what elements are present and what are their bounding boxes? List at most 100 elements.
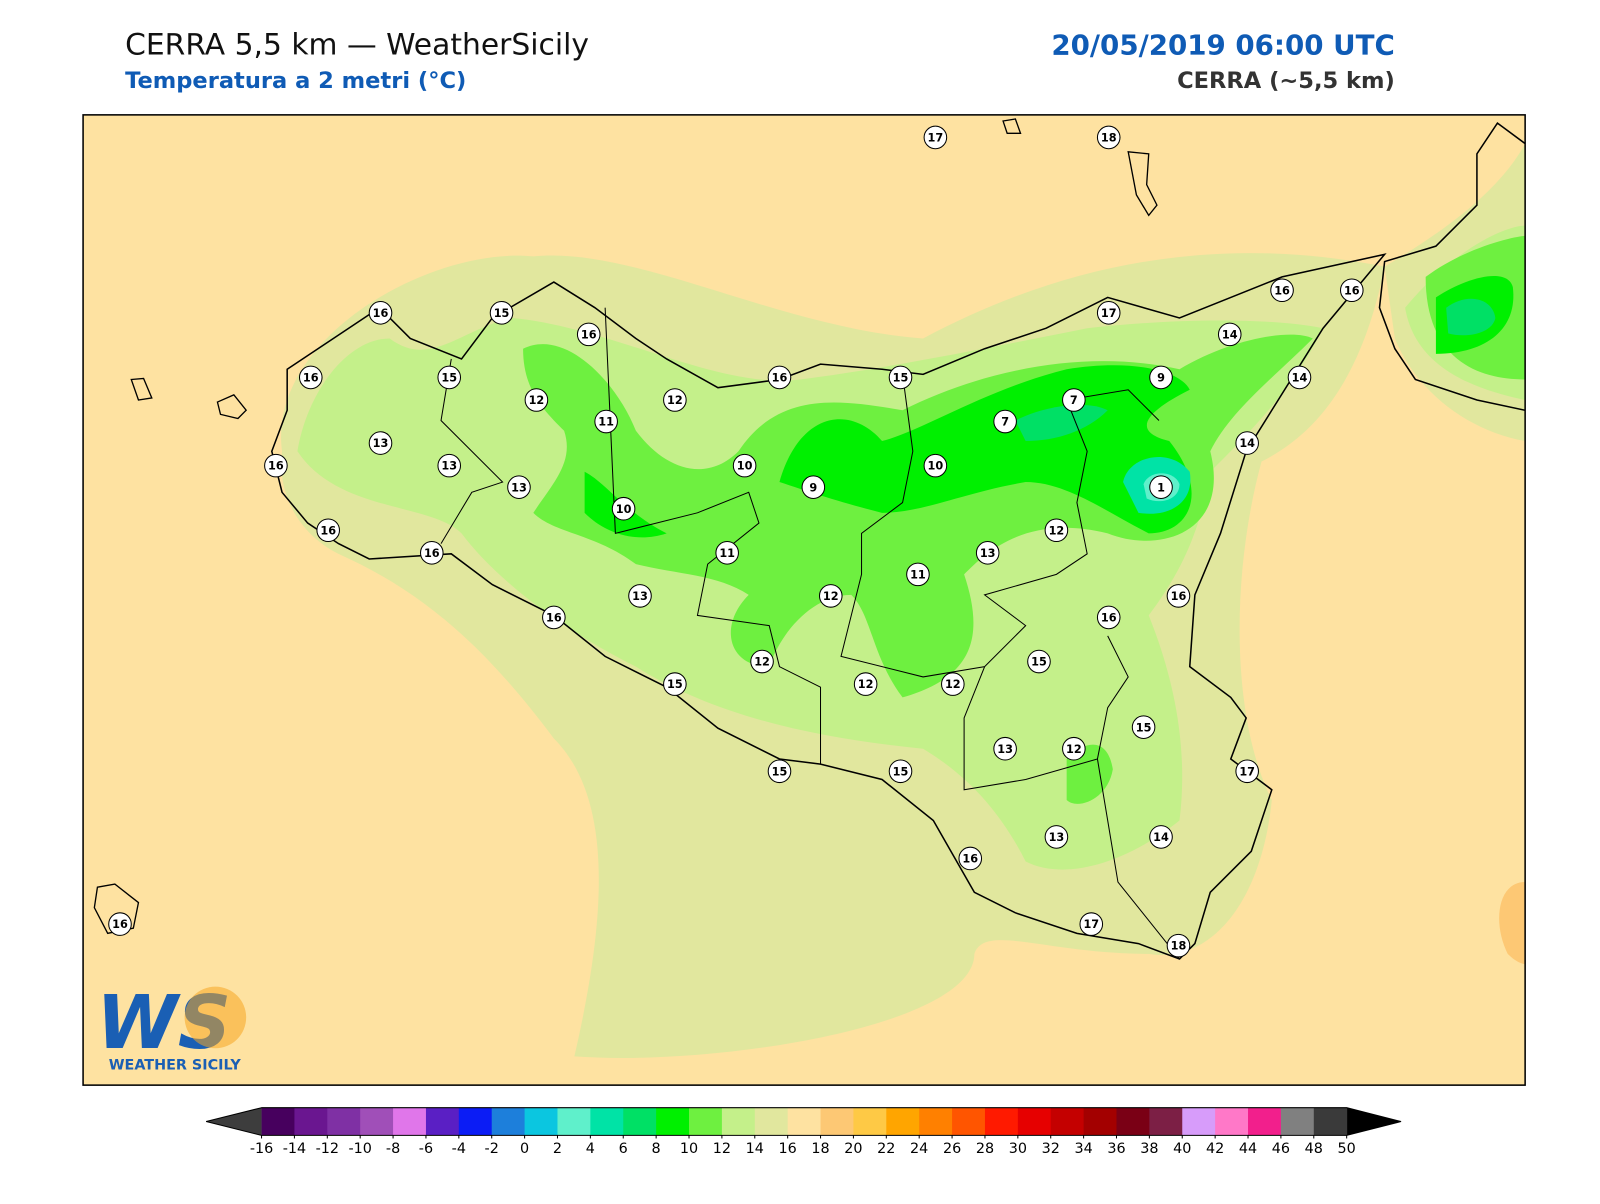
station-value: 16 bbox=[268, 460, 284, 473]
station-marker bbox=[941, 672, 965, 696]
station-value: 10 bbox=[737, 460, 753, 473]
station-marker bbox=[489, 301, 514, 325]
colorbar-tick-label: -8 bbox=[386, 1141, 400, 1157]
station-value: 11 bbox=[910, 568, 926, 581]
station-value: 15 bbox=[772, 765, 788, 778]
color-bin bbox=[360, 1107, 394, 1136]
station-value: 10 bbox=[928, 460, 944, 473]
station-value: 1 bbox=[1157, 481, 1165, 494]
station-marker bbox=[1096, 605, 1121, 630]
color-bin bbox=[1083, 1107, 1118, 1136]
station-value: 16 bbox=[546, 612, 562, 625]
station-value: 16 bbox=[320, 524, 336, 537]
field-18-20 bbox=[1499, 882, 1526, 965]
color-bin bbox=[327, 1107, 361, 1136]
station-marker bbox=[1044, 825, 1069, 849]
station-marker bbox=[524, 388, 549, 412]
station-marker bbox=[437, 365, 462, 390]
colorbar-tick-label: 4 bbox=[586, 1141, 595, 1157]
colorbar-tick-label: -14 bbox=[283, 1141, 306, 1157]
color-bin bbox=[853, 1107, 887, 1136]
station-marker bbox=[1062, 736, 1086, 761]
station-marker bbox=[108, 912, 132, 936]
color-bin bbox=[1280, 1107, 1315, 1136]
station-marker bbox=[1027, 649, 1051, 674]
colorbar-tick-label: -6 bbox=[419, 1141, 433, 1157]
station-marker bbox=[888, 365, 913, 390]
station-marker bbox=[1287, 365, 1312, 390]
logo: WS WEATHER SICILY bbox=[96, 980, 247, 1074]
station-value: 15 bbox=[667, 678, 683, 691]
date: 20/05/2019 06:00 UTC bbox=[1051, 28, 1394, 61]
station-marker bbox=[1079, 912, 1104, 936]
station-marker bbox=[1044, 518, 1069, 543]
color-bin bbox=[689, 1107, 723, 1136]
station-value: 14 bbox=[1153, 831, 1169, 844]
station-value: 12 bbox=[945, 678, 961, 691]
station-marker bbox=[1062, 388, 1086, 412]
station-value: 17 bbox=[928, 132, 944, 145]
field-8-10 bbox=[584, 471, 667, 538]
station-value: 16 bbox=[303, 372, 319, 385]
station-marker bbox=[993, 409, 1017, 434]
station-value: 11 bbox=[719, 547, 735, 560]
color-bin bbox=[557, 1107, 591, 1136]
station-marker bbox=[923, 125, 948, 150]
colorbar-tick-label: 10 bbox=[680, 1141, 698, 1157]
station-value: 13 bbox=[980, 547, 996, 560]
station-value: 16 bbox=[1171, 590, 1187, 603]
station-value: 15 bbox=[893, 372, 909, 385]
station-marker bbox=[576, 322, 601, 347]
station-value: 13 bbox=[997, 743, 1013, 756]
station-value: 17 bbox=[1239, 765, 1255, 778]
station-marker bbox=[420, 541, 444, 565]
colorbar-tick-label: 14 bbox=[746, 1141, 764, 1157]
color-bin bbox=[1050, 1107, 1085, 1136]
colorbar-tick-label: 20 bbox=[844, 1141, 862, 1157]
station-marker bbox=[628, 584, 652, 608]
title: CERRA 5,5 km — WeatherSicily bbox=[125, 27, 589, 62]
station-marker bbox=[663, 388, 687, 412]
logo-text: WEATHER SICILY bbox=[109, 1058, 242, 1074]
logo-sun bbox=[184, 986, 247, 1049]
station-value: 9 bbox=[809, 481, 817, 494]
station-marker bbox=[368, 431, 393, 455]
station-value: 13 bbox=[1049, 831, 1065, 844]
color-bin bbox=[393, 1107, 427, 1136]
field-6-8 bbox=[1446, 298, 1496, 336]
station-marker bbox=[1149, 475, 1173, 499]
color-bin bbox=[656, 1107, 690, 1136]
station-value: 16 bbox=[581, 328, 597, 341]
station-marker bbox=[663, 672, 687, 696]
station-marker bbox=[437, 453, 462, 478]
color-bin bbox=[886, 1107, 920, 1136]
station-marker bbox=[1096, 125, 1121, 150]
colorbar-tick-label: 48 bbox=[1305, 1141, 1323, 1157]
station-marker bbox=[1131, 715, 1156, 739]
color-bin bbox=[820, 1107, 854, 1136]
colorbar-tick-label: -12 bbox=[316, 1141, 339, 1157]
station-marker bbox=[853, 672, 878, 696]
station-marker bbox=[923, 453, 948, 478]
colorbar-tick-label: 44 bbox=[1239, 1141, 1257, 1157]
station-marker bbox=[1166, 584, 1191, 608]
station-marker bbox=[368, 301, 393, 325]
color-bin bbox=[1248, 1107, 1282, 1136]
station-marker bbox=[750, 649, 774, 674]
station-marker bbox=[298, 365, 323, 390]
colorbar-over bbox=[1346, 1107, 1402, 1136]
colorbar-tick-label: -10 bbox=[348, 1141, 371, 1157]
color-bin bbox=[294, 1107, 328, 1136]
station-marker bbox=[715, 541, 739, 565]
station-value: 13 bbox=[511, 481, 527, 494]
station-marker bbox=[1096, 301, 1121, 325]
colorbar-tick-label: 6 bbox=[619, 1141, 628, 1157]
colorbar-tick-label: 26 bbox=[943, 1141, 961, 1157]
station-value: 13 bbox=[632, 590, 648, 603]
color-bin bbox=[524, 1107, 558, 1136]
color-bin bbox=[1313, 1107, 1348, 1136]
colorbar-under bbox=[206, 1107, 262, 1136]
colorbar-tick-label: -2 bbox=[485, 1141, 499, 1157]
